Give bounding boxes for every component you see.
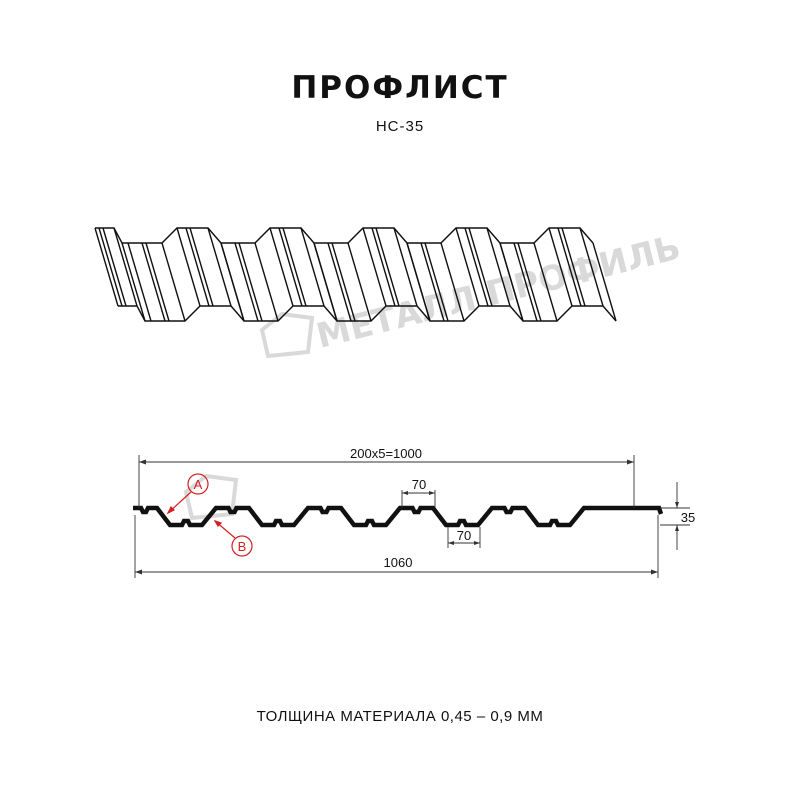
sheet-rib-line xyxy=(282,227,307,307)
section-profile xyxy=(133,505,664,528)
sheet-rib-line xyxy=(98,227,123,307)
model-name: НС-35 xyxy=(375,118,425,135)
sheet-rib-line xyxy=(464,227,489,307)
isometric-sheet xyxy=(94,227,617,322)
sheet-rib-line xyxy=(424,242,449,322)
sheet-fold-line xyxy=(579,227,604,307)
crest-width-label: 70 xyxy=(412,477,426,492)
sheet-fold-line xyxy=(440,242,465,322)
sheet-fold-line xyxy=(220,242,245,322)
sheet-rib-line xyxy=(141,242,166,322)
trough-width-label: 70 xyxy=(457,528,471,543)
sheet-rib-line xyxy=(420,242,445,322)
sheet-fold-line xyxy=(300,227,325,307)
sheet-fold-line xyxy=(113,227,138,307)
sheet-rib-line xyxy=(102,227,127,307)
sheet-fold-line xyxy=(486,227,511,307)
sheet-fold-line xyxy=(592,242,617,322)
watermark-logo-mark xyxy=(259,311,315,359)
callout-a-label: A xyxy=(194,477,203,492)
sheet-fold-line xyxy=(161,242,186,322)
sheet-fold-line xyxy=(127,242,152,322)
callout-a xyxy=(166,473,209,515)
callout-b xyxy=(213,519,253,557)
sheet-rib-line xyxy=(278,227,303,307)
sheet-fold-line xyxy=(121,242,146,322)
sheet-rib-line xyxy=(517,242,542,322)
sheet-fold-line xyxy=(362,227,387,307)
watermark-logo-mark-2 xyxy=(183,473,239,521)
sheet-rib-line xyxy=(145,242,170,322)
sheet-rib-line xyxy=(561,227,586,307)
sheet-fold-line xyxy=(347,242,372,322)
sheet-rib-line xyxy=(327,242,352,322)
dimension-arrows xyxy=(135,459,679,575)
sheet-fold-line xyxy=(313,242,338,322)
watermark-logo: МЕТАЛЛ ПРОФИЛЬ xyxy=(183,228,685,521)
sheet-fold-line xyxy=(548,227,573,307)
sheet-fold-line xyxy=(455,227,480,307)
page-title: ПРОФЛИСТ xyxy=(291,70,509,106)
height-label: 35 xyxy=(681,510,695,525)
sheet-rib-line xyxy=(234,242,259,322)
sheet-top-edge xyxy=(95,227,594,244)
sheet-fold-line xyxy=(94,227,119,307)
sheet-rib-line xyxy=(189,227,214,307)
sheet-fold-line xyxy=(254,242,279,322)
total-width-label: 1060 xyxy=(384,555,413,570)
material-thickness-note: ТОЛЩИНА МАТЕРИАЛА 0,45 – 0,9 ММ xyxy=(256,708,544,725)
cross-section xyxy=(133,505,664,528)
sheet-rib-line xyxy=(238,242,263,322)
sheet-rib-line xyxy=(371,227,396,307)
sheet-rib-line xyxy=(331,242,356,322)
sheet-fold-line xyxy=(207,227,232,307)
sheet-fold-line xyxy=(533,242,558,322)
sheet-rib-line xyxy=(513,242,538,322)
useful-width-label: 200x5=1000 xyxy=(350,446,422,461)
sheet-rib-line xyxy=(468,227,493,307)
sheet-bottom-edge xyxy=(118,305,617,322)
sheet-fold-line xyxy=(393,227,418,307)
sheet-fold-line xyxy=(269,227,294,307)
callout-b-label: B xyxy=(238,539,247,554)
sheet-rib-line xyxy=(375,227,400,307)
sheet-rib-line xyxy=(185,227,210,307)
sheet-fold-line xyxy=(499,242,524,322)
sheet-fold-line xyxy=(176,227,201,307)
sheet-fold-line xyxy=(406,242,431,322)
sheet-rib-line xyxy=(557,227,582,307)
